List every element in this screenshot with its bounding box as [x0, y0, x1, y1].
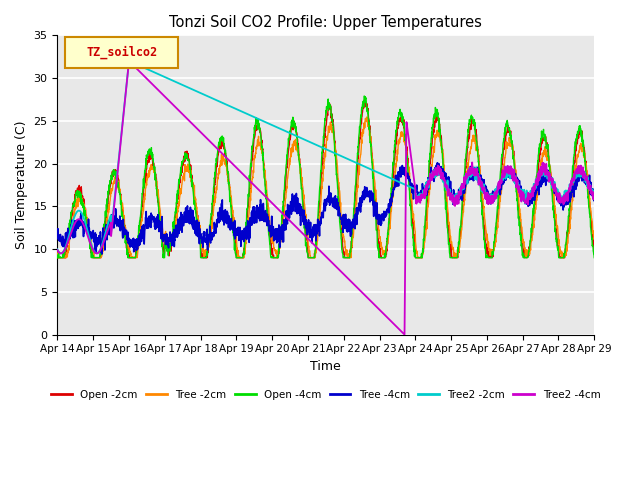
Y-axis label: Soil Temperature (C): Soil Temperature (C): [15, 121, 28, 249]
Title: Tonzi Soil CO2 Profile: Upper Temperatures: Tonzi Soil CO2 Profile: Upper Temperatur…: [170, 15, 483, 30]
FancyBboxPatch shape: [65, 37, 178, 68]
Legend: Open -2cm, Tree -2cm, Open -4cm, Tree -4cm, Tree2 -2cm, Tree2 -4cm: Open -2cm, Tree -2cm, Open -4cm, Tree -4…: [47, 386, 605, 404]
Text: TZ_soilco2: TZ_soilco2: [86, 46, 157, 59]
X-axis label: Time: Time: [310, 360, 341, 373]
